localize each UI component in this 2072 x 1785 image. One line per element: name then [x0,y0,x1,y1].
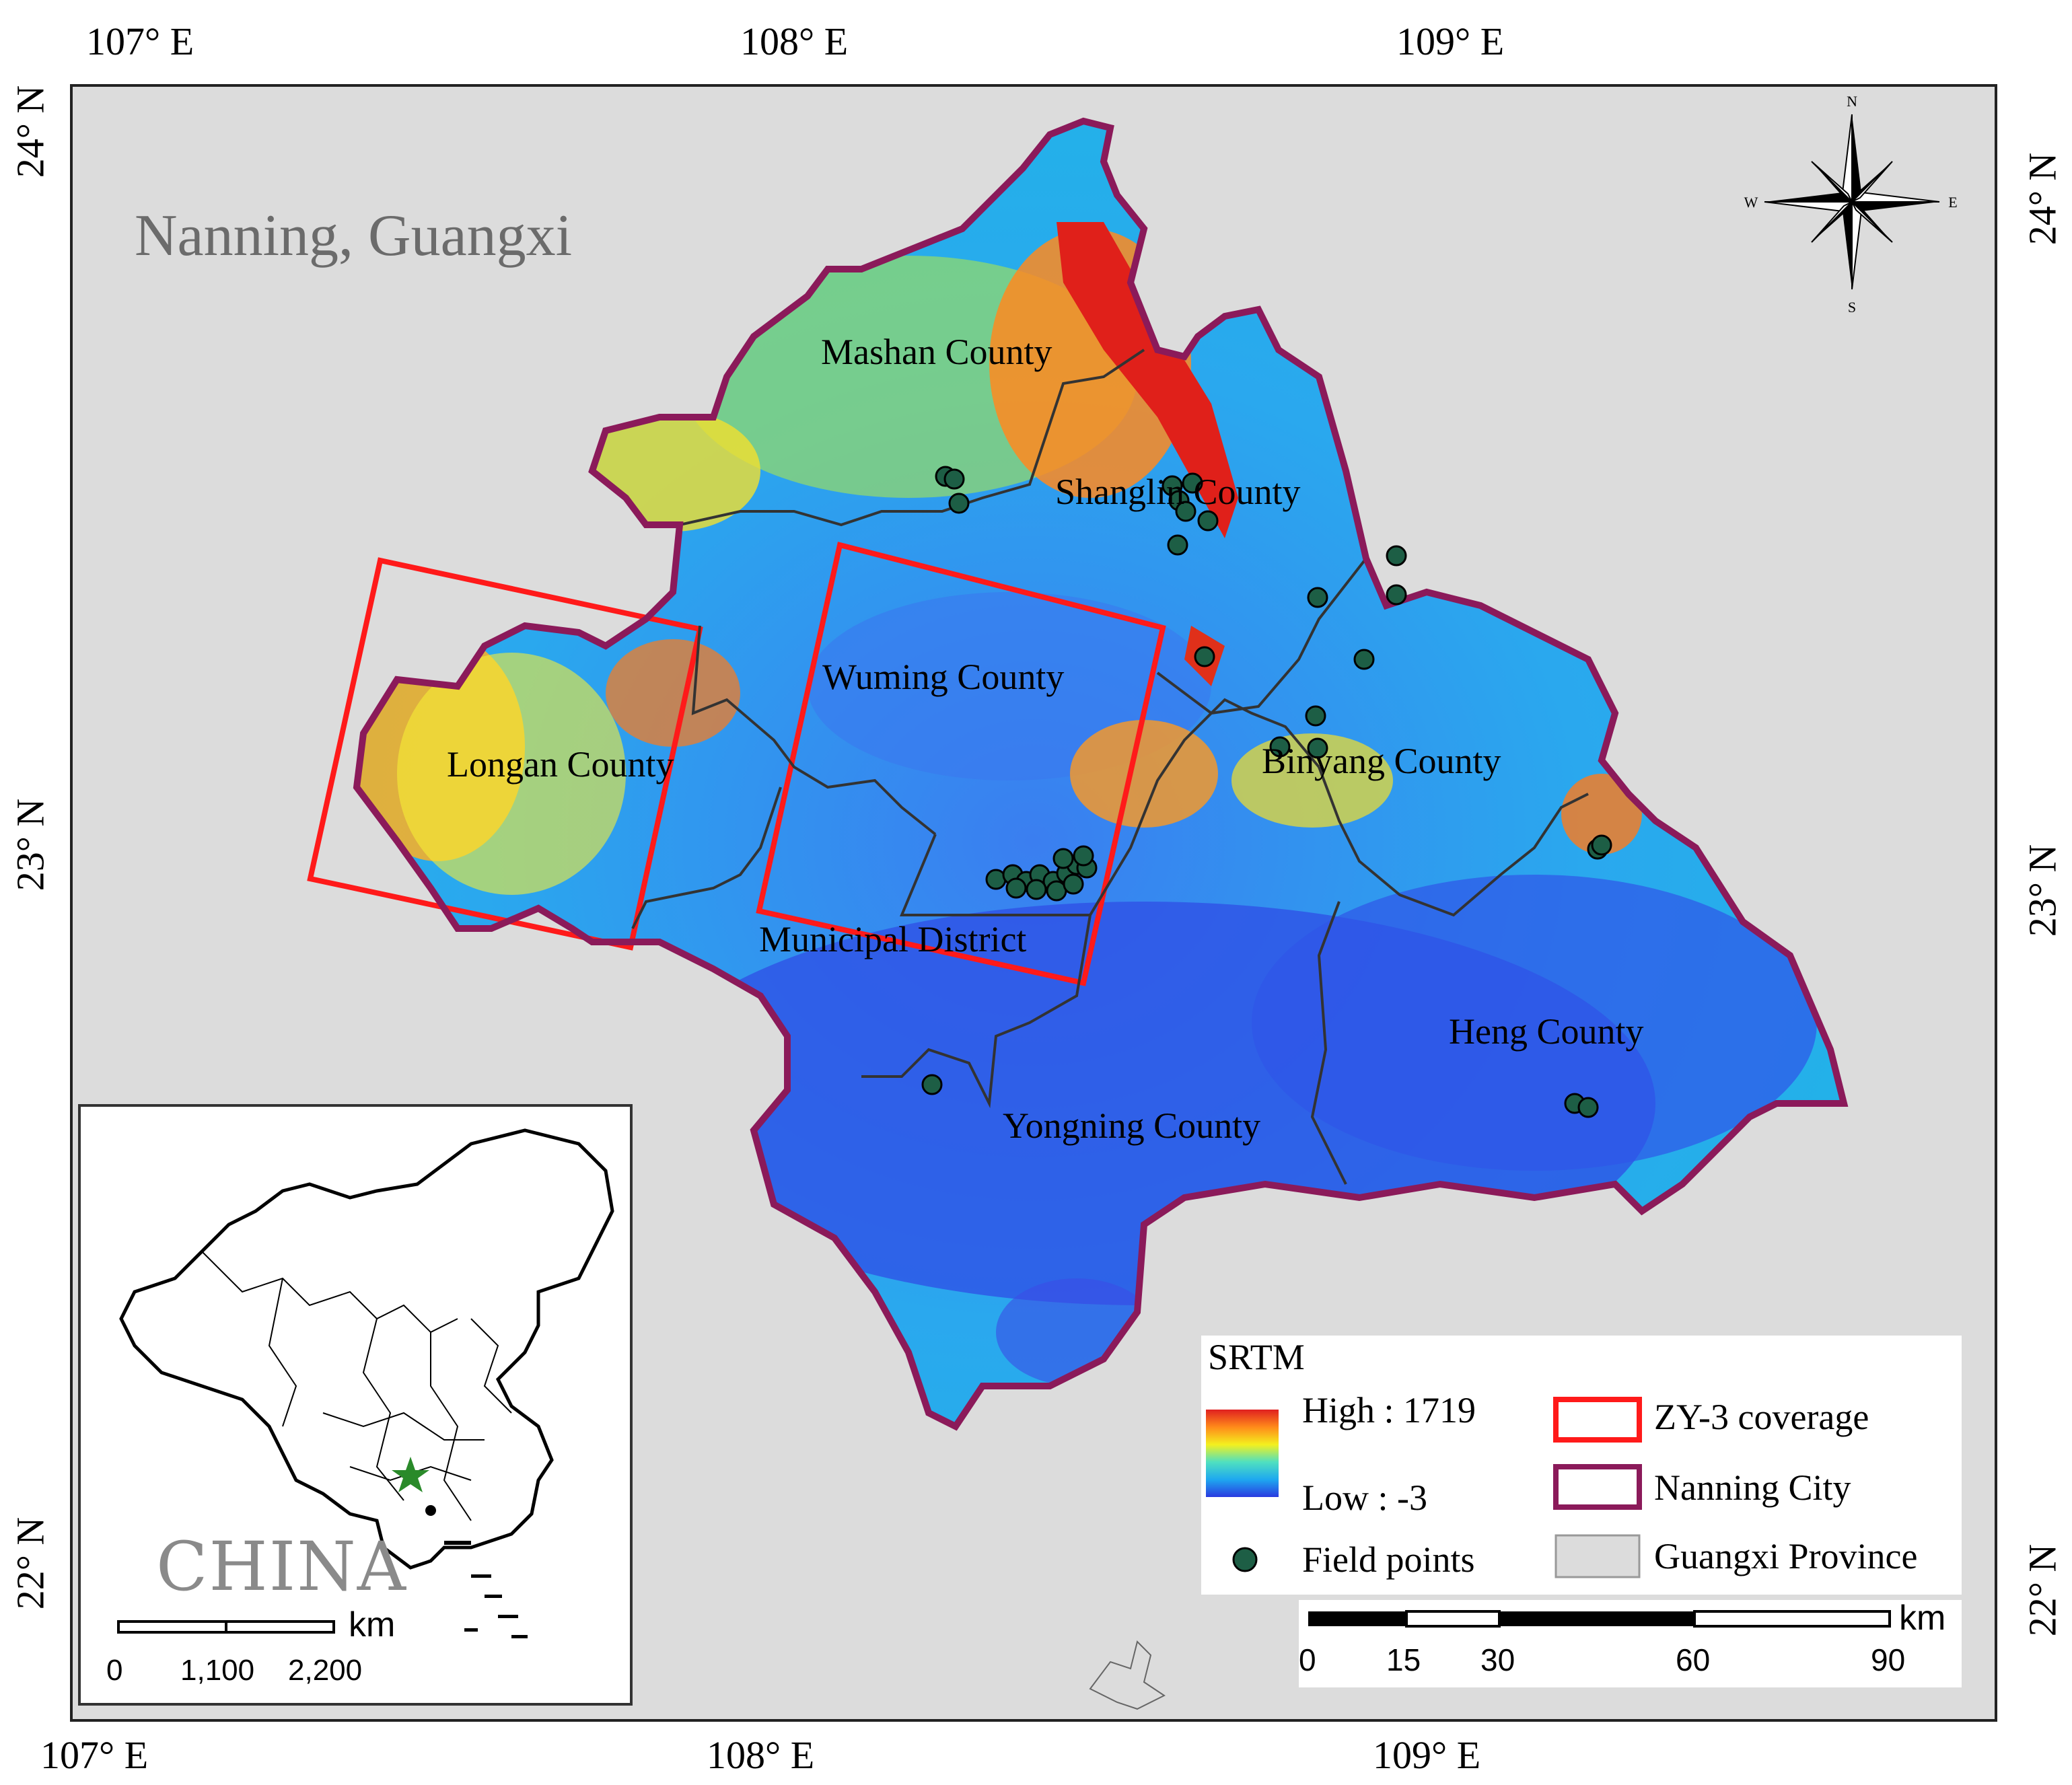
compass-w: W [1744,194,1758,211]
field-points [921,466,1612,1118]
inset-china-outline [119,1128,614,1570]
coord-bottom-109: 109° E [1373,1733,1481,1777]
scale-tick-15: 15 [1386,1642,1421,1677]
inset-islands [425,1505,528,1638]
coord-right-23: 23° N [2020,844,2065,937]
inset-scale-tick-1100: 1,100 [180,1654,255,1687]
scale-tick-0: 0 [1299,1642,1316,1677]
scale-tick-30: 30 [1480,1642,1515,1677]
coord-left-24: 24° N [8,85,52,178]
inset-scale-bar [117,1620,335,1634]
field-point [1182,472,1203,494]
legend-field-points: Field points [1302,1539,1475,1580]
field-point [1026,879,1047,900]
coord-right-22: 22° N [2020,1543,2065,1637]
coord-bottom-108: 108° E [707,1733,815,1777]
field-point [1386,584,1407,606]
inset-scale-unit: km [349,1605,396,1644]
inset-scale-tick-2200: 2,200 [288,1654,363,1687]
label-shanglin-county: Shanglin County [1055,472,1301,512]
inset-scale-tick-0: 0 [106,1654,123,1687]
legend-guangxi-province: Guangxi Province [1654,1536,1918,1576]
field-point [1307,737,1328,759]
compass-e: E [1948,194,1957,211]
label-yongning-county: Yongning County [1003,1105,1261,1146]
map-title: Nanning, Guangxi [135,203,573,268]
zy3-coverage-central [756,542,1166,986]
field-point [1386,545,1407,567]
field-point [1307,587,1328,608]
legend-nanning-city: Nanning City [1654,1467,1851,1508]
coord-top-109: 109° E [1396,20,1505,63]
coord-top-108: 108° E [740,20,849,63]
field-point [1269,736,1291,758]
legend-high: High : 1719 [1302,1390,1476,1430]
label-municipal-district: Municipal District [759,919,1027,959]
field-point [921,1074,943,1095]
field-point [1073,845,1094,867]
legend-low: Low : -3 [1302,1478,1427,1518]
field-point [943,468,965,490]
legend-zy3-symbol [1553,1397,1642,1443]
legend-nanning-symbol [1553,1464,1642,1510]
county-boundaries [631,349,1589,1185]
label-heng-county: Heng County [1449,1011,1644,1052]
scale-unit: km [1899,1599,1946,1638]
label-mashan-county: Mashan County [821,332,1052,372]
field-point [1353,649,1375,670]
inset-country-label: CHINA [156,1527,407,1606]
label-longan-county: Longan County [447,744,674,785]
coord-right-24: 24° N [2020,152,2065,246]
legend-elevation-ramp [1206,1410,1279,1497]
coord-left-22: 22° N [8,1517,52,1610]
field-point [1005,877,1027,899]
island-outline [1089,1640,1166,1710]
label-binyang-county: Binyang County [1262,741,1501,781]
field-point [948,493,970,514]
field-point [1175,501,1196,522]
field-point [1052,848,1074,869]
legend-guangxi-symbol [1555,1534,1641,1578]
field-point [1577,1097,1599,1118]
scale-tick-60: 60 [1676,1642,1711,1677]
field-point [1194,646,1215,667]
coord-bottom-107: 107° E [40,1733,149,1777]
legend-heading: SRTM [1208,1337,1305,1377]
coord-top-107: 107° E [86,20,194,63]
field-point [1063,873,1084,895]
nanning-location-star [392,1457,429,1492]
label-wuming-county: Wuming County [822,657,1065,697]
compass-n: N [1847,93,1857,110]
field-point [1167,534,1188,556]
compass-s: S [1848,299,1856,316]
inset-province-lines [201,1251,512,1521]
scale-tick-90: 90 [1871,1642,1906,1677]
compass-rose: N S E W [1744,93,1958,316]
scale-bar [1308,1610,1891,1628]
field-point [1591,834,1612,856]
zy3-coverage-west [307,557,703,951]
legend-field-point-symbol [1232,1547,1258,1572]
legend-zy3-coverage: ZY-3 coverage [1654,1397,1869,1437]
field-point [1305,705,1326,727]
field-point [1197,510,1219,532]
coord-left-23: 23° N [8,798,52,891]
